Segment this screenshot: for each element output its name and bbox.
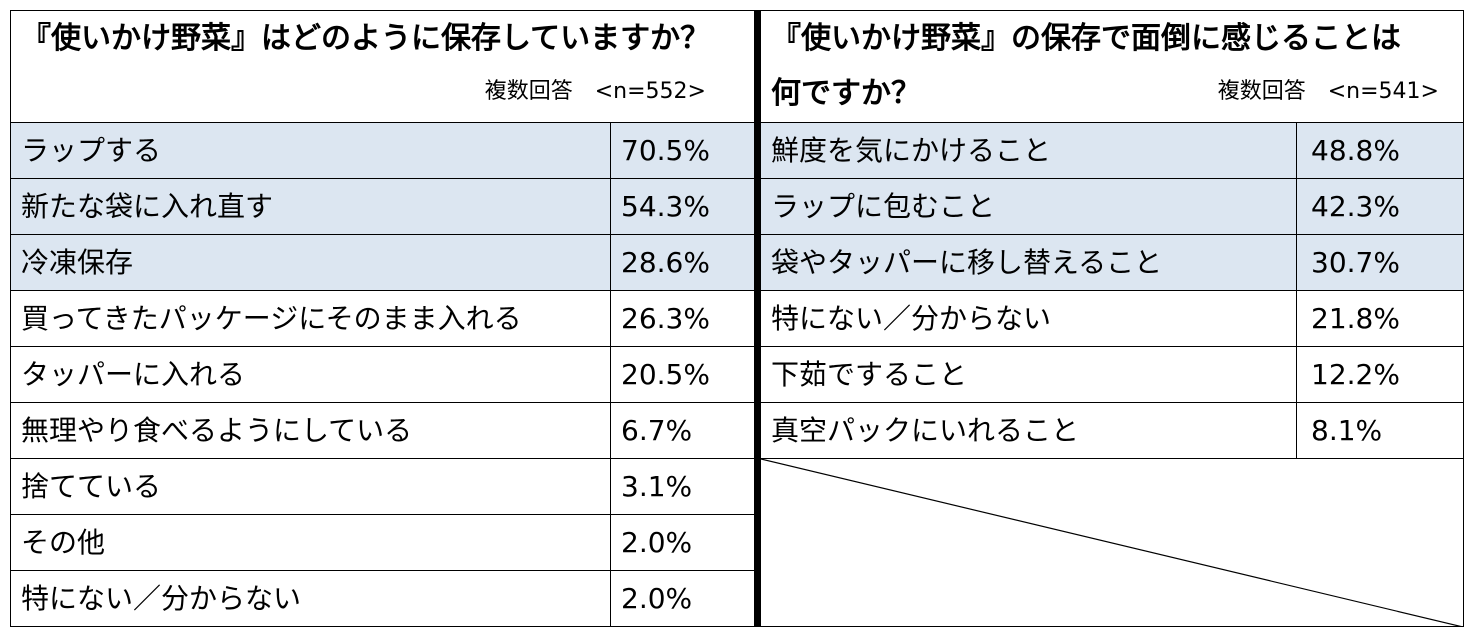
row-value: 70.5%: [610, 123, 754, 178]
row-value: 6.7%: [610, 403, 754, 458]
right-table-title-line2: 何ですか？: [771, 76, 921, 111]
row-value: 26.3%: [610, 291, 754, 346]
table-row: 下茹ですること 12.2%: [761, 347, 1463, 403]
table-row: 捨てている 3.1%: [11, 459, 754, 515]
table-row: ラップする 70.5%: [11, 123, 754, 179]
table-row: 真空パックにいれること 8.1%: [761, 403, 1463, 459]
row-value: 48.8%: [1296, 123, 1463, 178]
panel-divider: [755, 10, 760, 627]
row-label: 冷凍保存: [21, 246, 134, 279]
row-label: ラップに包むこと: [771, 190, 996, 223]
row-label: 無理やり食べるようにしている: [21, 414, 413, 447]
row-value: 8.1%: [1296, 403, 1463, 458]
row-value: 2.0%: [610, 515, 754, 570]
row-label: 買ってきたパッケージにそのまま入れる: [21, 302, 522, 335]
table-row: 鮮度を気にかけること 48.8%: [761, 123, 1463, 179]
row-value: 30.7%: [1296, 235, 1463, 290]
row-label: 鮮度を気にかけること: [771, 134, 1052, 167]
right-table-header: 『使いかけ野菜』の保存で面倒に感じることは 何ですか？ 複数回答 <n=541>: [761, 11, 1463, 123]
table-row: 買ってきたパッケージにそのまま入れる 26.3%: [11, 291, 754, 347]
row-value: 21.8%: [1296, 291, 1463, 346]
left-survey-table: 『使いかけ野菜』はどのように保存していますか？ 複数回答 <n=552> ラップ…: [10, 10, 755, 627]
row-label: 特にない／分からない: [21, 582, 302, 615]
right-table-title: 『使いかけ野菜』の保存で面倒に感じることは: [771, 21, 1401, 56]
table-row: 特にない／分からない 21.8%: [761, 291, 1463, 347]
left-table-header: 『使いかけ野菜』はどのように保存していますか？ 複数回答 <n=552>: [11, 11, 754, 123]
row-value: 2.0%: [610, 571, 754, 626]
row-label: 袋やタッパーに移し替えること: [771, 246, 1163, 279]
table-row: 無理やり食べるようにしている 6.7%: [11, 403, 754, 459]
row-value: 42.3%: [1296, 179, 1463, 234]
row-label: 下茹ですること: [771, 358, 968, 391]
table-row: 袋やタッパーに移し替えること 30.7%: [761, 235, 1463, 291]
row-value: 12.2%: [1296, 347, 1463, 402]
row-value: 54.3%: [610, 179, 754, 234]
right-table-note: 複数回答 <n=541>: [1217, 79, 1439, 104]
left-table-title: 『使いかけ野菜』はどのように保存していますか？: [21, 21, 711, 56]
row-label: タッパーに入れる: [21, 358, 246, 391]
table-row: 特にない／分からない 2.0%: [11, 571, 754, 626]
row-label: ラップする: [21, 134, 162, 167]
row-value: 20.5%: [610, 347, 754, 402]
table-row: ラップに包むこと 42.3%: [761, 179, 1463, 235]
table-row: その他 2.0%: [11, 515, 754, 571]
left-table-note: 複数回答 <n=552>: [484, 79, 706, 104]
row-value: 28.6%: [610, 235, 754, 290]
right-survey-table: 『使いかけ野菜』の保存で面倒に感じることは 何ですか？ 複数回答 <n=541>…: [760, 10, 1464, 627]
table-row: 新たな袋に入れ直す 54.3%: [11, 179, 754, 235]
row-label: 真空パックにいれること: [771, 414, 1080, 447]
empty-cell-slash: [761, 459, 1463, 626]
table-row: 冷凍保存 28.6%: [11, 235, 754, 291]
diagonal-line: [761, 459, 1462, 626]
row-value: 3.1%: [610, 459, 754, 514]
row-label: その他: [21, 526, 106, 559]
row-label: 特にない／分からない: [771, 302, 1052, 335]
row-label: 新たな袋に入れ直す: [21, 190, 274, 223]
table-row: タッパーに入れる 20.5%: [11, 347, 754, 403]
row-label: 捨てている: [21, 470, 162, 503]
